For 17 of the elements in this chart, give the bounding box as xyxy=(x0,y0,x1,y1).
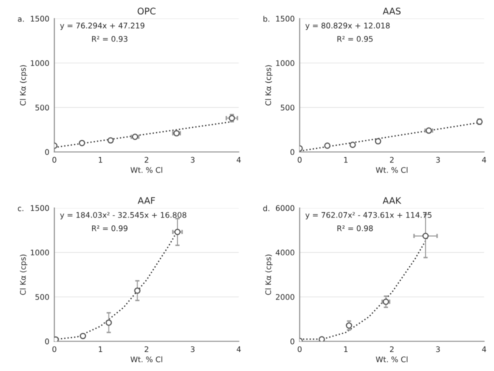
point xyxy=(106,319,112,326)
point xyxy=(324,142,330,149)
point xyxy=(374,138,382,144)
point xyxy=(174,228,181,236)
point xyxy=(80,332,86,340)
point xyxy=(107,137,114,144)
point xyxy=(346,322,352,329)
point xyxy=(54,336,59,342)
chart-title: AAF xyxy=(138,197,155,204)
chart-title: OPC xyxy=(138,8,156,15)
point xyxy=(422,232,429,240)
point xyxy=(350,142,356,148)
chart-title: AAS xyxy=(382,8,401,15)
point xyxy=(78,140,86,146)
chart-title: AAK xyxy=(382,197,402,204)
point xyxy=(318,336,325,342)
point xyxy=(134,287,140,294)
